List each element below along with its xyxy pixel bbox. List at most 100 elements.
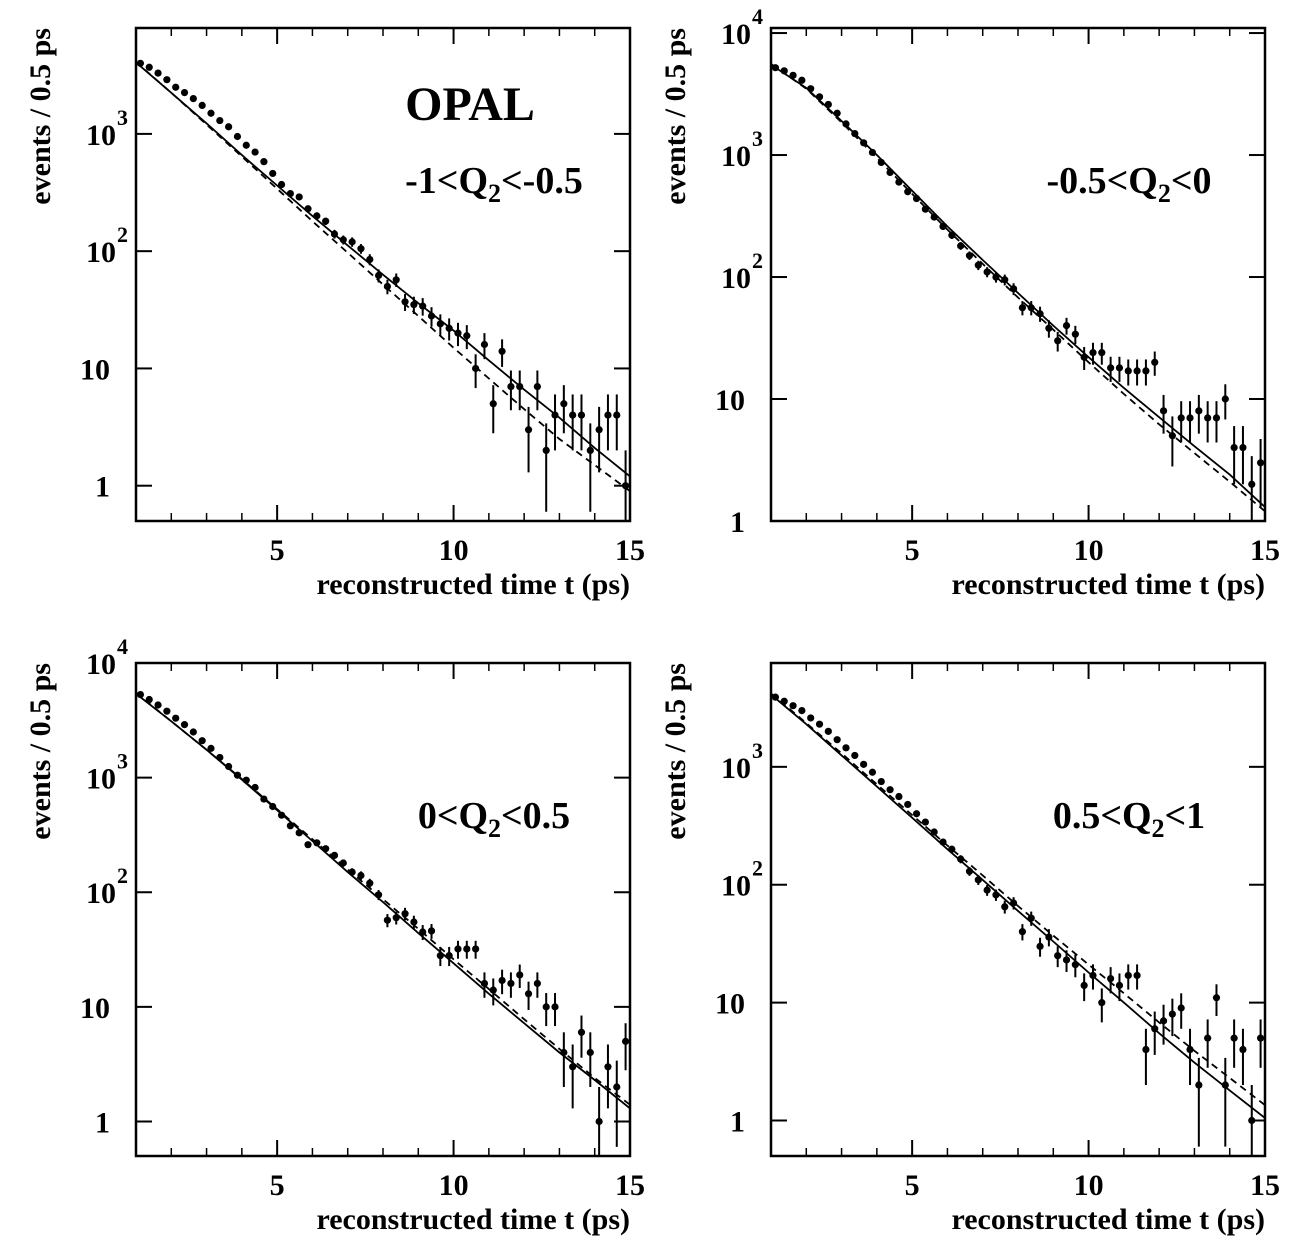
data-point <box>1168 1010 1176 1018</box>
y-tick-base: 10 <box>80 353 110 386</box>
data-point <box>1204 1034 1212 1042</box>
data-point <box>295 193 303 201</box>
x-axis-label: reconstructed time t (ps) <box>951 568 1265 601</box>
y-tick-base: 10 <box>721 262 751 295</box>
data-point <box>842 744 850 752</box>
panel-label-part: <1 <box>1165 795 1206 837</box>
data-point <box>1071 330 1079 338</box>
panel-label: -1<Q2<-0.5 <box>405 160 583 208</box>
fit-curve <box>771 63 1265 508</box>
data-point <box>586 1048 594 1057</box>
y-tick-exponent: 3 <box>117 749 128 774</box>
data-point <box>1195 1081 1203 1089</box>
data-point <box>860 760 868 768</box>
panel-label-part: <0 <box>1171 160 1212 202</box>
data-point <box>1080 981 1088 989</box>
x-tick-label: 10 <box>439 534 469 567</box>
data-point <box>1054 952 1062 960</box>
data-point <box>180 721 189 729</box>
y-tick-base: 10 <box>86 763 116 796</box>
data-point <box>154 701 162 709</box>
fit-curve <box>136 692 630 1106</box>
y-tick-label: 10 <box>721 752 751 785</box>
x-tick-label: 15 <box>1250 534 1280 567</box>
plot-frame <box>769 26 1267 523</box>
y-tick-label: 1 <box>95 471 110 504</box>
data-point <box>895 792 903 801</box>
data-point <box>1212 994 1221 1002</box>
y-tick-base: 10 <box>715 384 745 417</box>
data-point <box>427 927 436 935</box>
y-tick-exponent: 4 <box>117 634 128 659</box>
fit-curve <box>136 61 630 492</box>
y-tick-base: 10 <box>86 648 116 681</box>
data-point <box>172 83 180 91</box>
x-tick-label: 15 <box>1250 1169 1280 1202</box>
data-point <box>1177 1004 1185 1012</box>
data-point <box>322 217 330 225</box>
data-point <box>542 1003 550 1011</box>
data-point <box>207 744 215 752</box>
data-point <box>877 777 885 786</box>
data-point <box>163 76 171 84</box>
data-point <box>868 768 877 776</box>
x-tick-label: 15 <box>615 1169 645 1202</box>
data-point <box>1239 1045 1247 1054</box>
y-tick-label: 10 <box>86 119 116 152</box>
plot-frame <box>134 661 632 1158</box>
panel-label-part: -0.5<Q <box>1046 160 1157 202</box>
y-tick-exponent: 3 <box>117 105 128 130</box>
data-point <box>798 76 806 84</box>
data-point <box>348 238 356 246</box>
data-point <box>233 132 242 141</box>
data-point <box>1159 1017 1168 1025</box>
data-point <box>463 945 471 953</box>
x-axis-label: reconstructed time t (ps) <box>316 1203 630 1236</box>
fit-curve <box>771 692 1265 1106</box>
data-point <box>207 109 215 117</box>
x-tick-label: 5 <box>905 1169 920 1202</box>
data-point <box>560 400 568 408</box>
data-point <box>180 89 189 97</box>
data-point <box>401 910 409 918</box>
data-point <box>172 714 180 722</box>
data-point <box>1256 459 1265 467</box>
data-layer <box>771 63 1265 521</box>
y-tick-base: 10 <box>721 870 751 903</box>
data-point <box>604 411 612 419</box>
data-point <box>569 411 577 419</box>
data-point <box>1239 443 1247 452</box>
fit-curve <box>136 61 630 478</box>
x-tick-label: 5 <box>905 534 920 567</box>
data-point <box>824 727 832 735</box>
y-tick-label: 10 <box>715 988 745 1021</box>
data-layer <box>771 692 1265 1156</box>
data-point <box>904 188 912 196</box>
panel-label-part: 2 <box>488 179 501 208</box>
data-point <box>472 364 480 373</box>
y-tick-label: 10 <box>86 236 116 269</box>
data-point <box>489 400 497 408</box>
data-point <box>613 1083 621 1091</box>
y-tick-label: 10 <box>80 353 110 386</box>
data-point <box>807 714 815 722</box>
y-tick-base: 10 <box>86 877 116 910</box>
data-point <box>1133 971 1141 980</box>
y-tick-base: 10 <box>86 119 116 152</box>
data-point <box>1107 974 1115 983</box>
data-point <box>1115 364 1124 372</box>
data-point <box>1001 903 1009 911</box>
y-tick-exponent: 3 <box>752 126 763 151</box>
data-point <box>1186 414 1194 422</box>
panel-label-part: 0.5<Q <box>1053 795 1152 837</box>
data-point <box>198 737 206 745</box>
panel-label-part: <-0.5 <box>501 160 583 202</box>
data-point <box>374 271 383 280</box>
data-point <box>577 411 586 419</box>
data-point <box>577 1028 586 1036</box>
data-point <box>1018 304 1027 312</box>
data-point <box>851 751 859 760</box>
